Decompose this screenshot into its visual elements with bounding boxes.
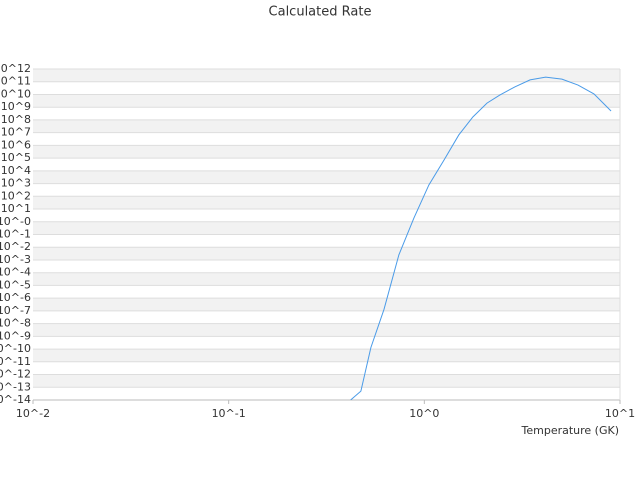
y-tick-label: 10^-0 — [0, 215, 31, 228]
y-tick-label: 10^-12 — [0, 368, 31, 381]
y-tick-label: 10^-4 — [0, 266, 31, 279]
y-tick-label: 10^-5 — [0, 278, 31, 291]
y-tick-label: 10^6 — [1, 138, 31, 151]
grid-band — [33, 69, 620, 82]
grid-band — [33, 196, 620, 210]
y-tick-label: 10^-9 — [0, 329, 31, 342]
y-tick-label: 10^12 — [0, 62, 31, 75]
y-tick-label: 10^-3 — [0, 253, 31, 266]
line — [350, 76, 612, 400]
chart-title: Calculated Rate — [269, 5, 372, 20]
grid-band — [33, 145, 620, 159]
y-tick-label: 10^-7 — [0, 304, 31, 317]
y-tick-label: 10^-8 — [0, 317, 31, 330]
grid-band — [33, 323, 620, 337]
y-tick-label: 10^-11 — [0, 355, 31, 368]
y-tick-label: 10^9 — [1, 100, 31, 113]
x-tick-label: 10^-2 — [16, 407, 50, 420]
grid-band — [33, 374, 620, 388]
grid-band — [33, 349, 620, 362]
grid-band — [33, 298, 620, 311]
y-tick-label: 10^-2 — [0, 240, 31, 253]
x-tick-label: 10^1 — [605, 407, 635, 420]
y-tick-label: 10^-6 — [0, 291, 31, 304]
y-tick-label: 10^8 — [1, 113, 31, 126]
y-tick-label: 10^-10 — [0, 342, 31, 355]
grid-band — [33, 221, 620, 235]
y-tick-label: 10^4 — [1, 164, 31, 177]
grid-band — [33, 119, 620, 133]
grid-band — [33, 94, 620, 108]
grid-band — [33, 170, 620, 184]
y-tick-label: 10^-14 — [0, 393, 31, 406]
x-axis-label: Temperature (GK) — [521, 424, 620, 437]
grid-band — [33, 272, 620, 286]
y-tick-label: 10^-1 — [0, 228, 31, 241]
x-tick-label: 10^0 — [409, 407, 439, 420]
y-tick-label: 10^11 — [0, 75, 31, 88]
y-tick-label: 10^-13 — [0, 380, 31, 393]
y-tick-label: 10^1 — [1, 202, 31, 215]
grid-band — [33, 247, 620, 260]
y-tick-label: 10^5 — [1, 151, 31, 164]
y-tick-label: 10^7 — [1, 126, 31, 139]
y-tick-label: 10^3 — [1, 177, 31, 190]
y-tick-label: 10^10 — [0, 87, 31, 100]
y-tick-label: 10^2 — [1, 189, 31, 202]
x-tick-label: 10^-1 — [212, 407, 246, 420]
